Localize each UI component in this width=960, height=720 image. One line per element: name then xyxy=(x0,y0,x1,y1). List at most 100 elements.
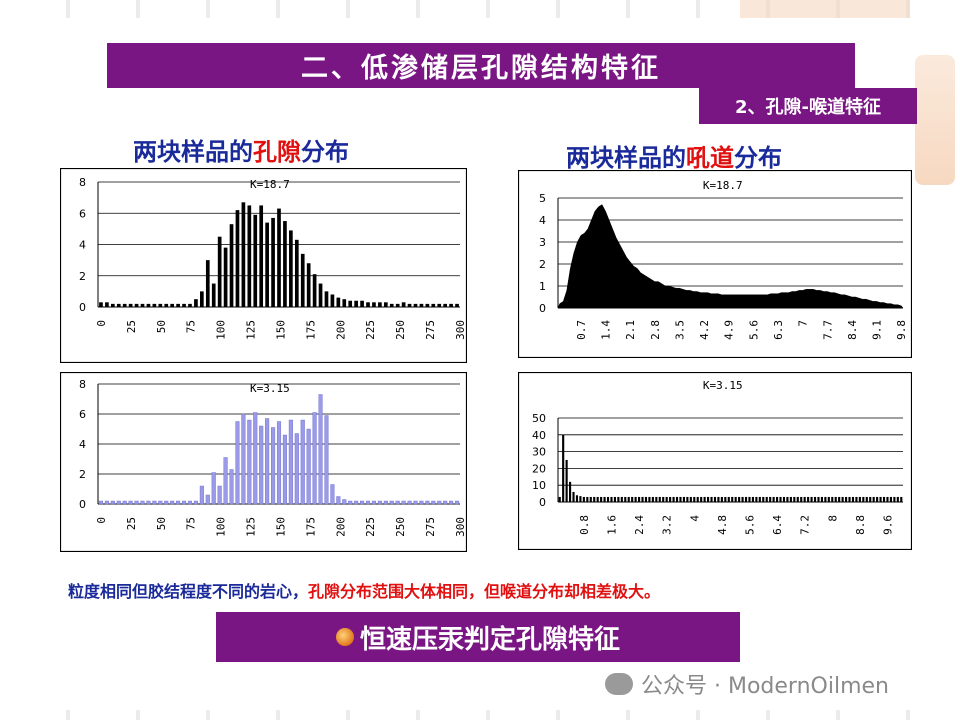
x-tick-label: 1.4 xyxy=(600,320,613,340)
bar xyxy=(813,496,817,502)
bar xyxy=(128,303,133,307)
bar xyxy=(395,303,400,307)
bar xyxy=(827,496,830,502)
bar xyxy=(593,496,596,502)
bar xyxy=(613,496,616,502)
x-tick-label: 9.6 xyxy=(881,515,894,535)
x-tick-label: 5.6 xyxy=(743,515,756,535)
bar xyxy=(717,496,720,502)
left-heading-suffix: 分布 xyxy=(301,138,349,166)
bar xyxy=(241,202,246,307)
bar xyxy=(748,496,751,502)
bar xyxy=(200,291,204,307)
x-tick-label: 125 xyxy=(245,320,258,340)
x-tick-label: 2.8 xyxy=(649,320,662,340)
bar xyxy=(330,294,335,307)
right-heading-suffix: 分布 xyxy=(734,144,782,172)
y-tick-label: 8 xyxy=(79,378,86,391)
bar xyxy=(886,496,889,502)
slide-title: 二、低渗储层孔隙结构特征 xyxy=(107,43,855,88)
bar xyxy=(786,496,789,502)
bar xyxy=(265,418,270,505)
right-heading: 两块样品的吼道分布 xyxy=(566,138,782,173)
x-tick-label: 1.6 xyxy=(605,515,618,535)
bar xyxy=(779,496,782,502)
bar xyxy=(648,496,651,502)
y-tick-label: 40 xyxy=(532,429,546,442)
bar xyxy=(569,481,572,502)
bar xyxy=(223,247,228,307)
bar xyxy=(223,457,228,505)
caption-highlight: 孔隙分布范围大体相同，但喉道分布却相差极大。 xyxy=(308,582,661,601)
bar xyxy=(634,496,637,502)
x-tick-label: 8.8 xyxy=(854,515,867,535)
bar xyxy=(371,500,376,505)
bar xyxy=(755,496,758,502)
footer-text: 恒速压汞判定孔隙特征 xyxy=(359,624,620,655)
x-tick-label: 25 xyxy=(125,517,138,530)
y-tick-label: 0 xyxy=(539,496,546,509)
x-tick-label: 3.2 xyxy=(661,515,674,535)
bar xyxy=(188,303,192,307)
y-tick-label: 6 xyxy=(79,408,86,421)
x-tick-label: 4.8 xyxy=(716,515,729,535)
bar xyxy=(336,496,341,505)
bar xyxy=(631,496,634,502)
x-tick-label: 200 xyxy=(334,320,347,340)
bar xyxy=(769,496,772,502)
bar xyxy=(765,496,768,502)
bar xyxy=(855,496,858,502)
x-tick-label: 50 xyxy=(155,517,168,530)
footer-banner: 恒速压汞判定孔隙特征 xyxy=(216,612,740,662)
bar xyxy=(689,496,692,502)
bar xyxy=(710,496,713,502)
bar xyxy=(672,496,675,502)
bar xyxy=(211,472,216,505)
x-tick-label: 150 xyxy=(274,517,287,537)
x-tick-label: 6.4 xyxy=(771,515,784,535)
bar xyxy=(665,496,668,502)
x-tick-label: 7 xyxy=(797,320,810,327)
x-tick-label: 7.2 xyxy=(799,515,812,535)
x-tick-label: 0.8 xyxy=(578,515,591,535)
bar xyxy=(283,221,287,307)
bar xyxy=(838,496,841,502)
bar xyxy=(431,500,436,505)
chart-frame xyxy=(60,372,467,552)
bar xyxy=(449,500,454,505)
bar xyxy=(413,500,418,505)
bar xyxy=(217,236,222,307)
bar xyxy=(734,496,737,502)
bar xyxy=(377,500,382,505)
bar xyxy=(558,496,561,502)
y-tick-label: 30 xyxy=(532,446,546,459)
bar xyxy=(383,500,388,505)
x-tick-label: 2.1 xyxy=(624,320,637,340)
bar xyxy=(217,485,222,505)
bar xyxy=(731,496,734,502)
bar xyxy=(164,500,169,505)
bar xyxy=(383,302,388,307)
bar xyxy=(443,303,448,307)
x-tick-label: 6.3 xyxy=(772,320,785,340)
bar xyxy=(253,412,258,505)
bar xyxy=(116,500,121,505)
bar xyxy=(98,500,104,505)
bar xyxy=(318,394,323,505)
bar xyxy=(651,496,654,502)
y-tick-label: 6 xyxy=(79,207,86,220)
bar xyxy=(170,500,175,505)
bar xyxy=(395,500,400,505)
bar xyxy=(336,297,341,307)
bar xyxy=(596,496,599,502)
bar xyxy=(407,303,412,307)
bar xyxy=(366,302,370,307)
bar xyxy=(707,496,710,502)
bar xyxy=(741,496,744,502)
bar xyxy=(229,224,234,307)
bar xyxy=(104,500,109,505)
bar xyxy=(176,303,180,307)
bar xyxy=(693,496,696,502)
x-tick-label: 4.2 xyxy=(698,320,711,340)
bar xyxy=(644,496,648,502)
